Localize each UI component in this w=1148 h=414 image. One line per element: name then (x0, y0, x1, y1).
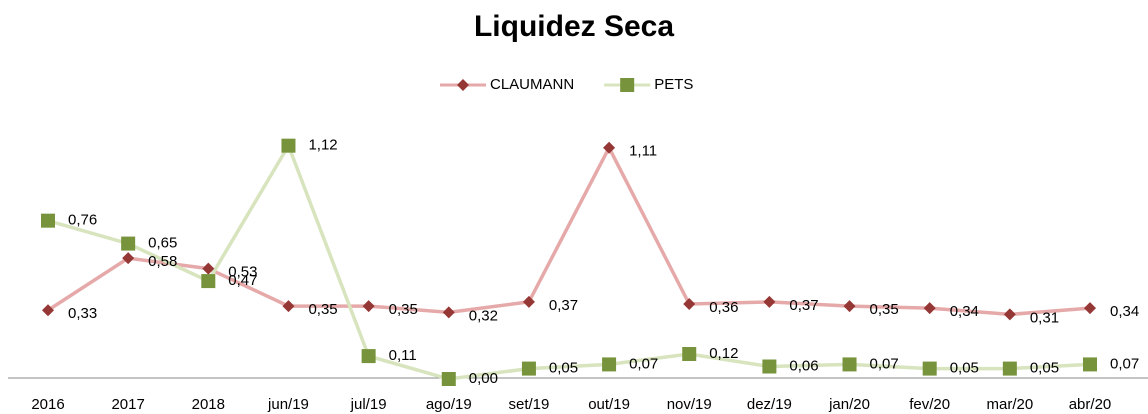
data-label: 0,53 (228, 264, 257, 281)
marker (201, 274, 216, 289)
data-label: 0,58 (148, 253, 177, 270)
data-label: 0,33 (68, 305, 97, 322)
data-label: 0,05 (1030, 360, 1059, 377)
x-tick-label: jan/20 (828, 396, 870, 413)
x-tick-label: 2017 (111, 396, 144, 413)
marker (282, 300, 295, 313)
marker (922, 361, 937, 376)
marker (442, 306, 455, 319)
marker (763, 295, 776, 308)
marker (762, 359, 777, 374)
marker (457, 79, 469, 91)
x-tick-label: ago/19 (426, 396, 472, 413)
chart-title: Liquidez Seca (474, 10, 674, 43)
data-label: 0,47 (228, 272, 257, 289)
marker (683, 298, 696, 310)
x-tick-label: jul/19 (350, 396, 387, 413)
series-line (47, 143, 1091, 317)
data-label: 1,12 (308, 137, 337, 154)
data-label: 0,34 (1110, 303, 1139, 320)
x-tick-label: dez/19 (747, 396, 792, 413)
legend-label: PETS (654, 76, 693, 93)
marker (1002, 361, 1017, 376)
data-label: 0,07 (1110, 355, 1139, 372)
x-tick-label: out/19 (588, 396, 630, 413)
data-label: 0,37 (549, 297, 578, 314)
data-label: 1,11 (629, 143, 657, 160)
data-label: 0,35 (389, 301, 418, 318)
marker (603, 141, 616, 154)
marker (41, 213, 55, 228)
x-tick-label: fev/20 (909, 396, 950, 413)
legend-label: CLAUMANN (490, 76, 574, 93)
marker (42, 304, 54, 317)
marker (602, 357, 617, 372)
data-label: 0,07 (629, 355, 658, 372)
marker (521, 361, 536, 376)
marker (361, 349, 376, 364)
x-tick-label: 2018 (192, 396, 225, 413)
marker (620, 78, 635, 92)
marker (843, 300, 856, 313)
marker (441, 372, 456, 386)
marker (362, 300, 375, 313)
data-label: 0,65 (148, 235, 177, 252)
marker (202, 262, 215, 275)
data-label: 0,35 (308, 301, 337, 318)
marker (923, 302, 936, 315)
marker (842, 357, 857, 372)
x-tick-label: jun/19 (267, 396, 309, 413)
marker (281, 138, 296, 153)
x-tick-label: nov/19 (667, 396, 712, 413)
marker (1003, 308, 1016, 321)
marker (522, 295, 535, 308)
data-label: 0,05 (950, 360, 979, 377)
data-label: 0,34 (950, 303, 979, 320)
data-label: 0,05 (549, 360, 578, 377)
data-label: 0,36 (709, 299, 738, 316)
data-label: 0,35 (870, 301, 899, 318)
data-label: 0,07 (870, 355, 899, 372)
data-label: 0,32 (469, 307, 498, 324)
data-label: 0,00 (469, 370, 498, 387)
data-label: 0,06 (789, 357, 818, 374)
marker (122, 252, 135, 265)
data-label: 0,11 (389, 347, 417, 364)
marker (1084, 302, 1096, 315)
marker (682, 347, 697, 361)
data-label: 0,31 (1030, 309, 1059, 326)
x-tick-label: set/19 (508, 396, 549, 413)
x-tick-label: 2016 (31, 396, 64, 413)
data-label: 0,76 (68, 212, 97, 229)
marker (121, 236, 136, 251)
data-label: 0,37 (789, 297, 818, 314)
x-tick-label: abr/20 (1069, 396, 1112, 413)
data-label: 0,12 (709, 345, 738, 362)
series-line (47, 141, 1091, 381)
x-tick-label: mar/20 (987, 396, 1034, 413)
marker (1083, 357, 1097, 372)
